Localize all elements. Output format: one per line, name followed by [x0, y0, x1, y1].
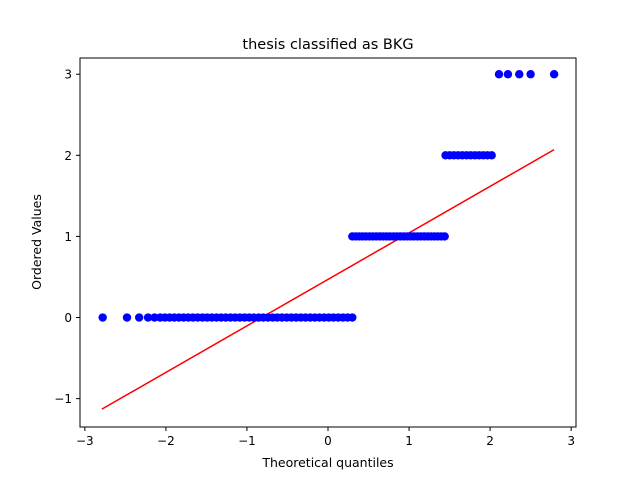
data-point [549, 70, 559, 79]
x-tick-label: −1 [238, 434, 256, 448]
data-point [348, 313, 357, 322]
y-tick-label: 2 [64, 149, 72, 163]
x-tick-label: 1 [405, 434, 413, 448]
fit-line [101, 148, 555, 410]
data-point [134, 313, 144, 322]
data-point [526, 70, 535, 79]
x-tick-label: −2 [157, 434, 175, 448]
y-tick-label: 3 [64, 68, 72, 82]
x-axis-label: Theoretical quantiles [261, 455, 393, 470]
plot-area [98, 70, 559, 410]
axes-frame [79, 57, 577, 428]
chart-title: thesis classified as BKG [242, 37, 413, 53]
x-tick-label: 2 [486, 434, 494, 448]
data-point [487, 151, 496, 160]
data-point [515, 70, 524, 79]
data-point [440, 232, 449, 241]
data-point [503, 70, 513, 79]
x-tick-label: 0 [324, 434, 332, 448]
y-tick-label: 0 [64, 311, 72, 325]
data-point [122, 313, 132, 322]
data-point [494, 70, 504, 79]
y-tick-label: −1 [54, 392, 72, 406]
x-tick-label: −3 [76, 434, 94, 448]
x-tick-label: 3 [567, 434, 575, 448]
x-axis: −3 −2 −1 0 1 2 3 [76, 427, 575, 448]
y-axis: −1 0 1 2 3 [54, 68, 80, 406]
data-point [98, 313, 107, 322]
y-axis-label: Ordered Values [29, 194, 44, 290]
data-point [143, 313, 153, 322]
y-tick-label: 1 [64, 230, 72, 244]
